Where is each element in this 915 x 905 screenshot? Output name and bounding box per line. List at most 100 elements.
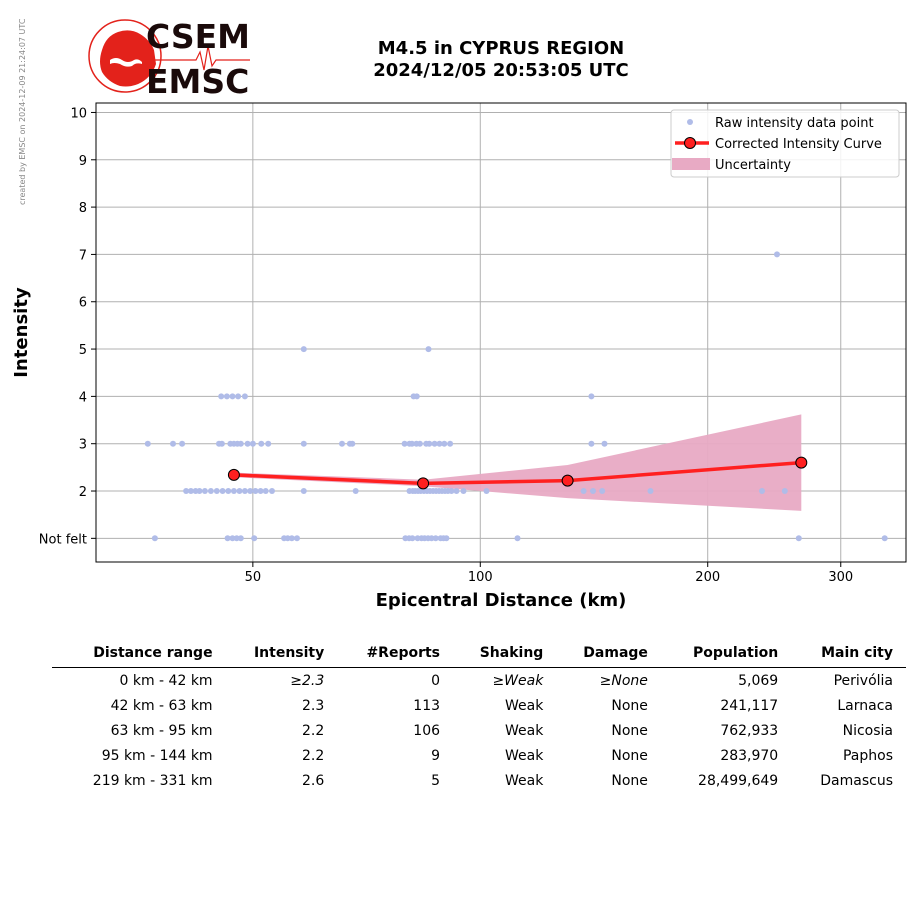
raw-data-point (453, 488, 460, 494)
raw-data-point (441, 440, 448, 447)
cell-reports: 113 (413, 697, 441, 714)
y-tick-label: 2 (79, 485, 87, 500)
cell-damage: None (611, 697, 648, 714)
raw-data-point (144, 440, 151, 447)
cell-range: 0 km - 42 km (119, 672, 213, 689)
cell-intensity: ≥2.3 (290, 672, 325, 689)
table-row: 219 km - 331 km 2.6 5 Weak None 28,499,649 Dam… (52, 768, 906, 793)
y-tick-label: 7 (79, 248, 87, 263)
raw-data-point (223, 393, 230, 400)
y-tick-label: 9 (79, 154, 87, 169)
raw-data-point (580, 488, 587, 494)
cell-population: 5,069 (738, 672, 779, 689)
legend-marker-curve-dot (684, 137, 696, 149)
cell-city: Paphos (842, 747, 893, 764)
cell-range: 42 km - 63 km (110, 697, 213, 714)
raw-data-point (229, 535, 236, 542)
header-distance-range: Distance range (93, 645, 213, 661)
cell-reports: 9 (431, 747, 441, 764)
y-tick-label: 8 (79, 201, 87, 216)
raw-data-point (252, 488, 259, 494)
raw-data-point (218, 440, 225, 447)
raw-data-point (207, 488, 214, 494)
raw-data-point (409, 440, 415, 447)
raw-data-point (401, 440, 408, 447)
raw-data-point (244, 440, 251, 447)
raw-data-point (237, 535, 244, 542)
raw-data-point (294, 535, 300, 542)
raw-data-point (588, 393, 595, 400)
raw-data-point (218, 393, 225, 400)
uncertainty-band (233, 414, 802, 511)
curve-marker (417, 477, 430, 490)
raw-data-point (339, 440, 345, 447)
raw-data-point (881, 535, 888, 542)
curve-marker (795, 456, 808, 469)
raw-data-point (225, 488, 232, 494)
raw-data-point (300, 440, 307, 447)
raw-data-point (349, 440, 356, 447)
raw-data-point (187, 488, 194, 494)
raw-data-point (300, 346, 307, 353)
cell-city: Perivólia (833, 672, 893, 689)
chart-title-line2: 2024/12/05 20:53:05 UTC (373, 60, 629, 81)
table-row: 42 km - 63 km 2.3 113 Weak None 241,117 Larnac… (52, 693, 906, 718)
cell-shaking: Weak (505, 772, 544, 789)
raw-data-point (483, 488, 490, 494)
raw-data-point (269, 488, 275, 494)
cell-reports: 106 (413, 722, 441, 739)
legend-entry: Raw intensity data point (715, 116, 874, 131)
header-damage: Damage (583, 645, 648, 661)
cell-city: Damascus (820, 772, 893, 789)
plot-frame (95, 102, 907, 563)
cell-damage: None (611, 747, 648, 764)
cell-population: 28,499,649 (698, 772, 779, 789)
raw-data-point (237, 440, 244, 447)
raw-data-point (436, 440, 443, 447)
raw-data-point (262, 488, 269, 494)
raw-data-point (170, 440, 176, 447)
legend-marker-raw (687, 119, 693, 125)
raw-data-point (448, 488, 455, 494)
logo-europe-map-icon (100, 30, 156, 87)
cell-intensity: 2.2 (301, 722, 325, 739)
raw-data-point (460, 488, 467, 494)
raw-data-point (426, 440, 433, 447)
raw-data-point (300, 488, 307, 494)
raw-data-point (432, 535, 439, 542)
raw-data-point (257, 488, 264, 494)
raw-data-point (352, 488, 359, 494)
raw-data-point (284, 535, 291, 542)
header-reports: #Reports (366, 645, 441, 661)
cell-range: 63 km - 95 km (110, 722, 213, 739)
raw-data-point (409, 535, 416, 542)
x-axis-label: Epicentral Distance (km) (376, 590, 627, 611)
raw-data-point (795, 535, 802, 542)
y-tick-label: 10 (70, 106, 87, 121)
raw-data-point (224, 535, 231, 542)
cell-shaking: ≥Weak (492, 672, 544, 689)
raw-data-point (249, 440, 256, 447)
cell-city: Larnaca (837, 697, 893, 714)
raw-data-point (196, 488, 203, 494)
curve-marker (561, 474, 574, 487)
raw-data-point (183, 488, 190, 494)
raw-data-point (443, 535, 450, 542)
cell-damage: None (611, 722, 648, 739)
raw-data-point (601, 440, 608, 447)
raw-data-point (179, 440, 186, 447)
table-header-row: Distance range Intensity #Reports Shakin… (52, 641, 906, 668)
raw-data-point (233, 535, 240, 542)
logo-line2: EMSC (146, 62, 249, 98)
y-tick-label: 4 (79, 390, 87, 405)
cell-shaking: Weak (505, 722, 544, 739)
raw-data-point (416, 440, 423, 447)
intensity-chart: 50 100 200 300 Not felt 2 3 4 5 6 7 8 9 10 Epicentral … (11, 102, 907, 611)
cell-population: 762,933 (720, 722, 779, 739)
table-row: 95 km - 144 km 2.2 9 Weak None 283,970 Paphos (52, 743, 906, 768)
raw-data-point (219, 488, 226, 494)
raw-data-point (428, 535, 435, 542)
raw-data-point (213, 488, 220, 494)
raw-data-point (230, 488, 237, 494)
raw-data-point (247, 488, 254, 494)
